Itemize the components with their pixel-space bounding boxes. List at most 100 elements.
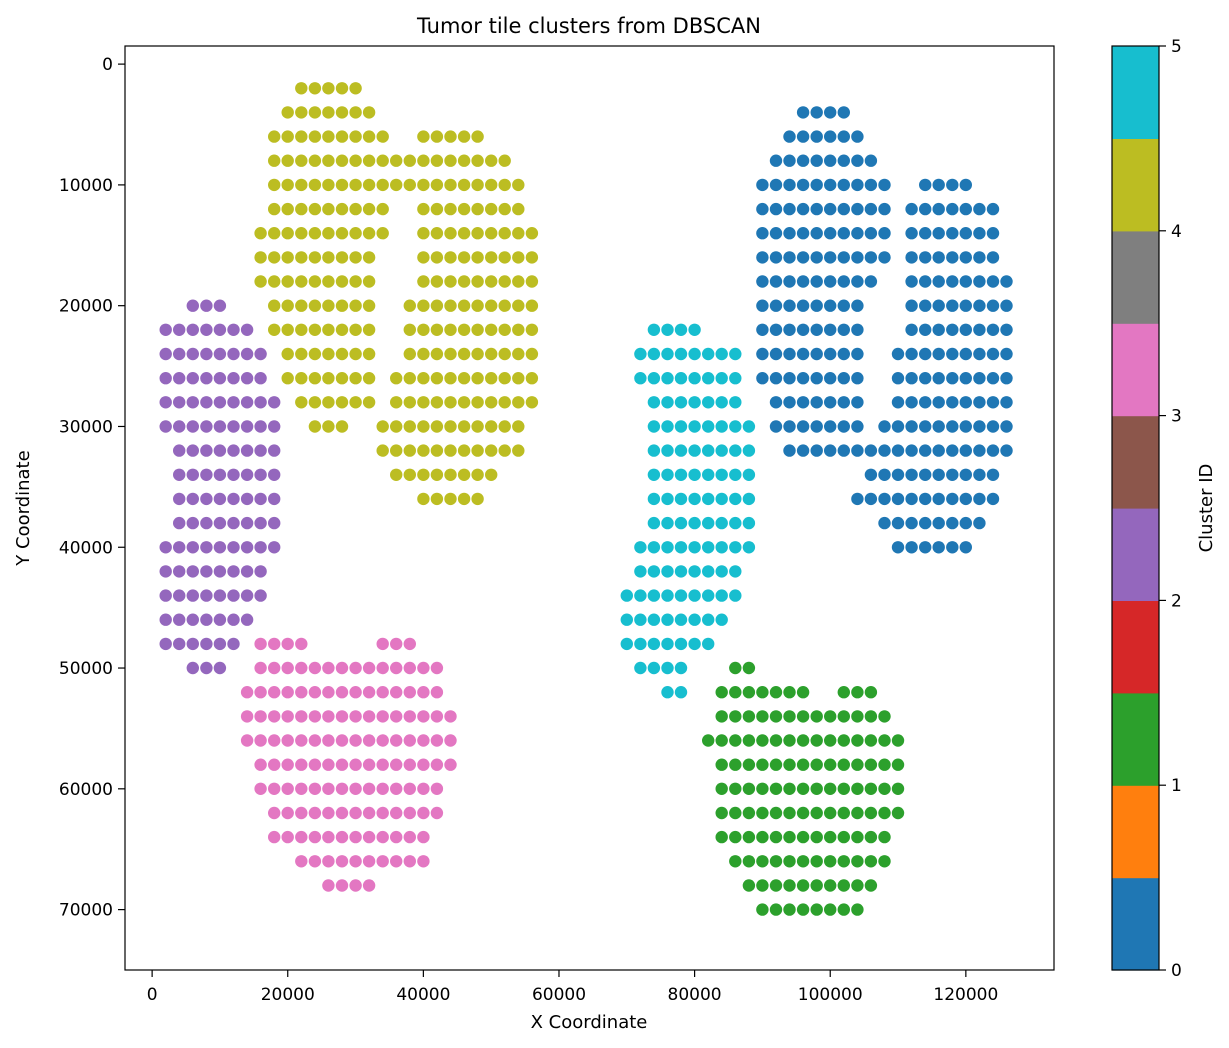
data-point bbox=[512, 396, 525, 409]
data-point bbox=[688, 420, 701, 433]
data-point bbox=[417, 468, 430, 481]
data-point bbox=[1000, 347, 1013, 361]
data-point bbox=[796, 227, 810, 240]
data-point bbox=[254, 516, 267, 530]
data-point bbox=[444, 227, 457, 240]
data-point bbox=[959, 492, 972, 506]
data-point bbox=[878, 782, 891, 795]
data-point bbox=[851, 178, 864, 192]
data-point bbox=[715, 782, 728, 795]
data-point bbox=[973, 275, 986, 288]
colorbar-tick-label: 2 bbox=[1171, 591, 1182, 611]
data-point bbox=[674, 420, 688, 433]
data-point bbox=[512, 275, 525, 288]
data-point bbox=[688, 492, 701, 506]
data-point bbox=[430, 758, 444, 771]
data-point bbox=[810, 903, 823, 916]
data-point bbox=[322, 855, 335, 868]
data-point bbox=[471, 130, 484, 143]
data-point bbox=[715, 710, 728, 723]
data-point bbox=[919, 299, 932, 312]
data-point bbox=[268, 178, 281, 192]
data-point bbox=[891, 444, 905, 457]
data-point bbox=[295, 202, 308, 216]
data-point bbox=[702, 589, 715, 602]
data-point bbox=[281, 830, 294, 844]
data-point bbox=[322, 82, 335, 95]
data-point bbox=[390, 830, 403, 844]
data-point bbox=[796, 372, 810, 385]
data-point bbox=[919, 396, 932, 409]
data-point bbox=[919, 372, 932, 385]
data-point bbox=[335, 661, 349, 675]
data-point bbox=[485, 347, 498, 361]
data-point bbox=[498, 323, 511, 336]
data-point bbox=[254, 661, 267, 675]
data-point bbox=[417, 299, 430, 312]
data-point bbox=[810, 444, 823, 457]
data-point bbox=[308, 855, 322, 868]
data-point bbox=[810, 154, 823, 167]
data-point bbox=[159, 372, 172, 385]
data-point bbox=[376, 686, 389, 699]
data-point bbox=[186, 541, 199, 554]
data-point bbox=[403, 734, 416, 747]
data-point bbox=[390, 855, 403, 868]
data-point bbox=[702, 372, 715, 385]
data-point bbox=[362, 782, 376, 795]
data-point bbox=[430, 275, 444, 288]
data-point bbox=[430, 154, 444, 167]
data-point bbox=[891, 468, 905, 481]
data-point bbox=[932, 444, 945, 457]
data-point bbox=[227, 468, 240, 481]
data-point bbox=[647, 637, 661, 651]
data-point bbox=[335, 178, 349, 192]
data-point bbox=[688, 541, 701, 554]
data-point bbox=[715, 541, 728, 554]
data-point bbox=[769, 275, 783, 288]
data-point bbox=[227, 492, 240, 506]
data-point bbox=[986, 420, 1000, 433]
data-point bbox=[281, 806, 294, 820]
data-point bbox=[362, 686, 376, 699]
data-point bbox=[1000, 299, 1013, 312]
data-point bbox=[729, 855, 742, 868]
data-point bbox=[796, 830, 810, 844]
data-point bbox=[417, 782, 430, 795]
data-point bbox=[186, 468, 199, 481]
data-point bbox=[335, 106, 349, 119]
data-point bbox=[308, 372, 322, 385]
data-point bbox=[254, 589, 267, 602]
data-point bbox=[308, 178, 322, 192]
data-point bbox=[864, 686, 878, 699]
data-point bbox=[173, 565, 186, 578]
data-point bbox=[512, 178, 525, 192]
cluster-1-series bbox=[702, 661, 905, 916]
data-point bbox=[213, 613, 227, 626]
data-point bbox=[213, 468, 227, 481]
data-point bbox=[796, 444, 810, 457]
data-point bbox=[335, 420, 349, 433]
data-point bbox=[946, 420, 959, 433]
cluster-3-series bbox=[240, 637, 457, 892]
data-point bbox=[715, 444, 728, 457]
data-point bbox=[864, 710, 878, 723]
data-point bbox=[864, 178, 878, 192]
data-point bbox=[200, 468, 213, 481]
data-point bbox=[986, 227, 1000, 240]
data-point bbox=[213, 565, 227, 578]
data-point bbox=[878, 734, 891, 747]
data-point bbox=[349, 106, 362, 119]
data-point bbox=[878, 806, 891, 820]
data-point bbox=[525, 251, 539, 264]
data-point bbox=[376, 637, 389, 651]
data-point bbox=[919, 251, 932, 264]
data-point bbox=[457, 372, 471, 385]
data-point bbox=[159, 420, 172, 433]
data-point bbox=[430, 734, 444, 747]
data-point bbox=[973, 227, 986, 240]
data-point bbox=[173, 613, 186, 626]
data-point bbox=[688, 637, 701, 651]
data-point bbox=[688, 347, 701, 361]
data-point bbox=[322, 275, 335, 288]
